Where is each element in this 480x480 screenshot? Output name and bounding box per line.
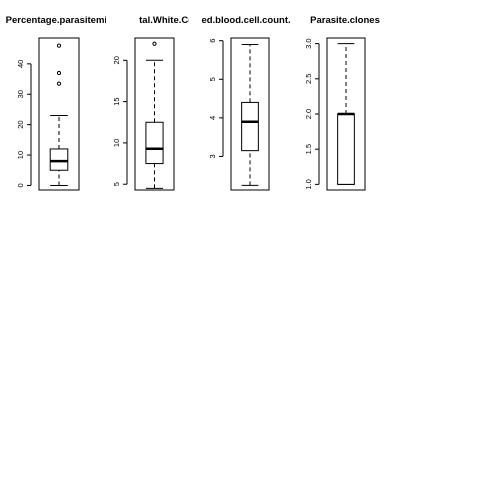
iqr-box xyxy=(337,113,355,185)
y-tick-label: 2.0 xyxy=(304,109,313,119)
boxplot-panel-1: Percentage.parasitemia 0 10 20 30 40 xyxy=(6,15,113,191)
y-tick-label: 0 xyxy=(16,183,25,187)
y-tick-label: 40 xyxy=(16,60,25,68)
outlier-point xyxy=(152,41,157,46)
outlier-point xyxy=(56,43,62,48)
y-tick-label: 3.0 xyxy=(304,38,313,48)
y-tick-label: 15 xyxy=(112,97,121,105)
y-tick-label: 1.0 xyxy=(304,179,313,189)
y-tick-label: 4 xyxy=(208,116,217,120)
y-tick-label: 30 xyxy=(16,90,25,98)
plot-frame xyxy=(326,37,366,191)
boxplot-panel-2: tal.White.Cell.Count 5 10 15 20 xyxy=(112,15,230,191)
plot-frame xyxy=(230,37,270,191)
y-tick-label: 2.5 xyxy=(304,74,313,84)
chart-title: Percentage.parasitemia xyxy=(6,15,113,26)
chart-title: tal.White.Cell.Count xyxy=(139,15,230,26)
boxplot-panel-4: Parasite.clones 1.0 1.5 2.0 2.5 3.0 xyxy=(304,15,380,191)
plot-frame xyxy=(38,37,80,191)
y-tick-label: 5 xyxy=(112,182,121,186)
iqr-box xyxy=(241,101,259,152)
outlier-point xyxy=(56,81,62,86)
y-tick-label: 1.5 xyxy=(304,144,313,154)
outlier-point xyxy=(56,70,62,76)
chart-title: ed.blood.cell.count..x xyxy=(201,15,299,26)
iqr-box xyxy=(49,148,69,171)
iqr-box xyxy=(145,121,164,165)
y-tick-label: 6 xyxy=(208,39,217,43)
y-tick-label: 5 xyxy=(208,77,217,81)
y-tick-label: 3 xyxy=(208,154,217,158)
y-tick-label: 10 xyxy=(112,139,121,147)
y-tick-label: 10 xyxy=(16,151,25,159)
boxplot-panel-3: ed.blood.cell.count..x 3 4 5 6 xyxy=(201,15,299,191)
chart-title: Parasite.clones xyxy=(310,15,380,26)
y-tick-label: 20 xyxy=(112,56,121,64)
y-tick-label: 20 xyxy=(16,120,25,128)
plot-frame xyxy=(134,37,175,191)
